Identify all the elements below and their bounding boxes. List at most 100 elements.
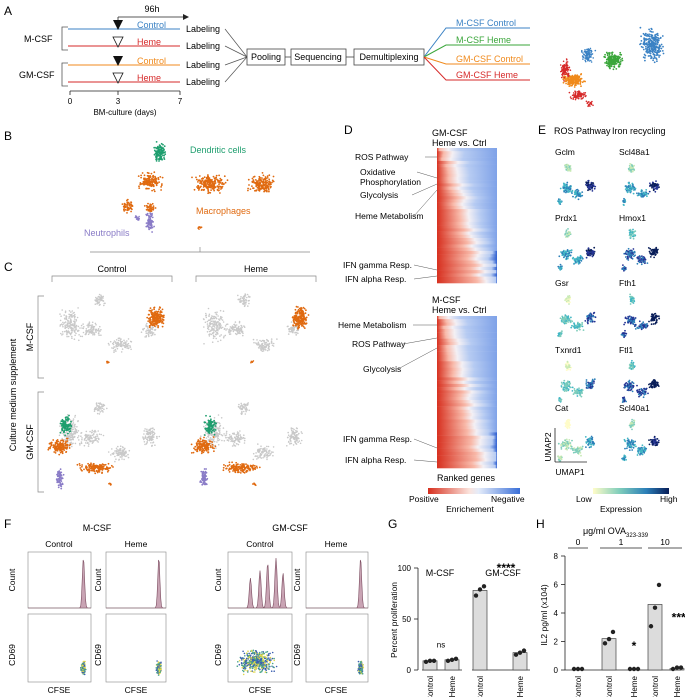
cell-dot bbox=[150, 210, 153, 213]
cell-dot bbox=[650, 33, 652, 36]
output-label: M-CSF Heme bbox=[456, 35, 511, 45]
cell-dot bbox=[562, 60, 565, 63]
cell-dot bbox=[261, 343, 263, 345]
cell-dot bbox=[212, 337, 215, 340]
cell-dot bbox=[585, 94, 587, 97]
cell-dot bbox=[199, 440, 202, 443]
cell-dot bbox=[199, 444, 202, 446]
cell-dot bbox=[119, 445, 122, 448]
cell-dot bbox=[113, 350, 115, 352]
cell-dot bbox=[106, 467, 108, 469]
cell-dot bbox=[268, 452, 270, 455]
cell-dot bbox=[158, 308, 161, 311]
cell-dot bbox=[81, 465, 83, 468]
cell-dot bbox=[148, 227, 150, 229]
cell-dot bbox=[91, 429, 94, 432]
cell-dot bbox=[212, 334, 215, 337]
cell-dot bbox=[223, 183, 225, 185]
cell-dot bbox=[222, 321, 225, 323]
cell-dot bbox=[75, 332, 77, 335]
cell-dot bbox=[214, 311, 217, 314]
cell-dot bbox=[106, 407, 108, 410]
cell-dot bbox=[63, 314, 65, 316]
cell-dot bbox=[210, 180, 213, 183]
cell-dot bbox=[88, 324, 91, 327]
cell-dot bbox=[73, 338, 76, 341]
cell-dot bbox=[126, 199, 128, 202]
cell-dot bbox=[590, 51, 592, 54]
cell-dot bbox=[148, 335, 150, 338]
cell-dot bbox=[211, 438, 213, 440]
cell-dot bbox=[65, 418, 67, 421]
condition-label: Control bbox=[137, 56, 166, 66]
cell-dot bbox=[216, 439, 219, 441]
cell-dot bbox=[211, 447, 214, 449]
cell-dot bbox=[645, 38, 648, 40]
cell-dot bbox=[151, 334, 154, 336]
cell-dot bbox=[611, 59, 613, 62]
cell-dot bbox=[266, 454, 269, 456]
cell-dot bbox=[228, 463, 231, 466]
cell-dot bbox=[207, 446, 210, 449]
cell-dot bbox=[196, 443, 198, 446]
cell-dot bbox=[653, 36, 656, 39]
cell-dot bbox=[210, 333, 213, 336]
cell-dot bbox=[211, 443, 214, 446]
cell-dot bbox=[230, 438, 232, 441]
cell-dot bbox=[198, 445, 200, 448]
cell-dot bbox=[151, 444, 153, 447]
cell-dot bbox=[150, 172, 153, 175]
cell-dot bbox=[79, 464, 81, 467]
cell-dot bbox=[583, 92, 585, 94]
cell-dot bbox=[199, 437, 202, 440]
cell-dot bbox=[210, 317, 212, 320]
cell-dot bbox=[64, 311, 67, 314]
cell-dot bbox=[207, 419, 210, 422]
cell-dot bbox=[52, 439, 55, 441]
cell-dot bbox=[610, 52, 612, 54]
cell-dot bbox=[262, 174, 265, 177]
cell-dot bbox=[82, 331, 85, 334]
cell-dot bbox=[653, 61, 656, 64]
panel-letter-c: C bbox=[4, 260, 13, 274]
cell-dot bbox=[212, 317, 214, 320]
cell-dot bbox=[580, 96, 583, 98]
cell-dot bbox=[58, 453, 61, 456]
cell-dot bbox=[287, 441, 290, 443]
cell-dot bbox=[79, 335, 82, 338]
cell-dot bbox=[61, 331, 64, 333]
cell-dot bbox=[88, 466, 91, 469]
cell-dot bbox=[218, 433, 221, 436]
cluster-label-macrophages: Macrophages bbox=[196, 206, 251, 216]
cell-dot bbox=[224, 334, 227, 337]
cell-dot bbox=[74, 326, 77, 329]
cell-dot bbox=[588, 56, 590, 58]
cell-dot bbox=[209, 422, 211, 424]
cell-dot bbox=[129, 206, 132, 208]
cell-dot bbox=[221, 187, 223, 189]
cell-dot bbox=[294, 314, 297, 317]
cell-dot bbox=[270, 452, 272, 455]
cell-dot bbox=[644, 59, 646, 62]
cell-dot bbox=[94, 329, 97, 332]
cell-dot bbox=[240, 437, 243, 439]
cell-dot bbox=[264, 343, 267, 346]
cell-dot bbox=[648, 37, 651, 40]
cell-dot bbox=[574, 98, 577, 101]
cell-dot bbox=[61, 482, 64, 485]
cell-dot bbox=[64, 317, 66, 319]
heme-marker-icon bbox=[112, 36, 124, 48]
cell-dot bbox=[58, 443, 61, 446]
cell-dot bbox=[204, 439, 206, 442]
cell-dot bbox=[117, 445, 119, 448]
cell-dot bbox=[135, 215, 137, 217]
cell-dot bbox=[655, 54, 658, 57]
cell-dot bbox=[209, 440, 211, 443]
cell-dot bbox=[293, 318, 296, 321]
cell-dot bbox=[163, 145, 166, 148]
cell-dot bbox=[152, 441, 155, 444]
cell-dot bbox=[655, 58, 658, 60]
cell-dot bbox=[77, 307, 79, 309]
cell-dot bbox=[247, 466, 250, 469]
cell-dot bbox=[97, 441, 99, 443]
